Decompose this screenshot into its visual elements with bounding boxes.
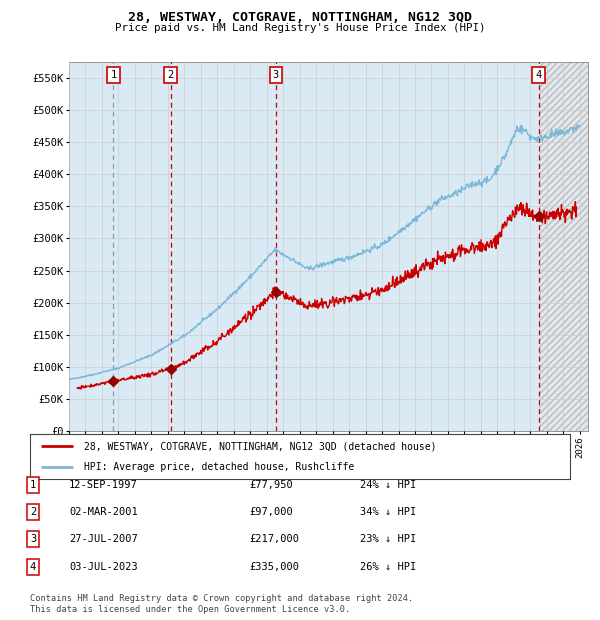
Text: This data is licensed under the Open Government Licence v3.0.: This data is licensed under the Open Gov… (30, 604, 350, 614)
Text: HPI: Average price, detached house, Rushcliffe: HPI: Average price, detached house, Rush… (84, 463, 354, 472)
Text: Contains HM Land Registry data © Crown copyright and database right 2024.: Contains HM Land Registry data © Crown c… (30, 593, 413, 603)
Text: £77,950: £77,950 (249, 480, 293, 490)
Text: 12-SEP-1997: 12-SEP-1997 (69, 480, 138, 490)
Text: 28, WESTWAY, COTGRAVE, NOTTINGHAM, NG12 3QD: 28, WESTWAY, COTGRAVE, NOTTINGHAM, NG12 … (128, 11, 472, 24)
Text: £217,000: £217,000 (249, 534, 299, 544)
Text: 2: 2 (167, 70, 174, 80)
Text: 02-MAR-2001: 02-MAR-2001 (69, 507, 138, 517)
Text: £97,000: £97,000 (249, 507, 293, 517)
Text: Price paid vs. HM Land Registry's House Price Index (HPI): Price paid vs. HM Land Registry's House … (115, 23, 485, 33)
Bar (539, 62, 588, 431)
Text: £335,000: £335,000 (249, 562, 299, 572)
Text: 34% ↓ HPI: 34% ↓ HPI (360, 507, 416, 517)
Bar (539, 62, 588, 431)
Text: 4: 4 (30, 562, 36, 572)
Text: 4: 4 (535, 70, 542, 80)
Text: 2: 2 (30, 507, 36, 517)
Text: 28, WESTWAY, COTGRAVE, NOTTINGHAM, NG12 3QD (detached house): 28, WESTWAY, COTGRAVE, NOTTINGHAM, NG12 … (84, 441, 437, 451)
Text: 1: 1 (30, 480, 36, 490)
Text: 24% ↓ HPI: 24% ↓ HPI (360, 480, 416, 490)
Text: 1: 1 (110, 70, 116, 80)
Text: 27-JUL-2007: 27-JUL-2007 (69, 534, 138, 544)
Text: 23% ↓ HPI: 23% ↓ HPI (360, 534, 416, 544)
Text: 03-JUL-2023: 03-JUL-2023 (69, 562, 138, 572)
Text: 26% ↓ HPI: 26% ↓ HPI (360, 562, 416, 572)
Text: 3: 3 (30, 534, 36, 544)
Text: 3: 3 (273, 70, 279, 80)
